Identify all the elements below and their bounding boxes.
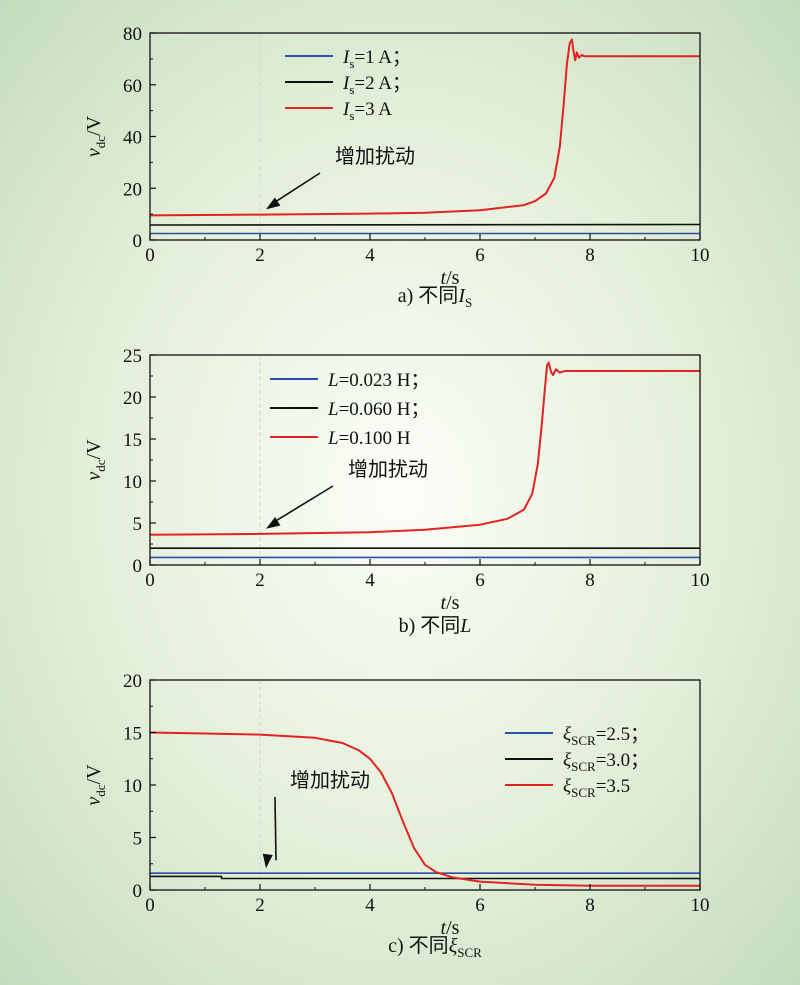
- y-tick-label: 15: [123, 724, 142, 745]
- y-tick-label: 10: [123, 776, 142, 797]
- x-tick-label: 2: [255, 245, 265, 266]
- y-tick-label: 15: [123, 430, 142, 451]
- x-tick-label: 4: [365, 570, 375, 591]
- x-tick-label: 6: [475, 570, 485, 591]
- x-tick-label: 8: [585, 245, 595, 266]
- y-tick-label: 80: [123, 24, 142, 45]
- x-tick-label: 10: [691, 245, 710, 266]
- x-axis-label: t/s: [441, 592, 460, 614]
- y-tick-label: 5: [133, 514, 143, 535]
- y-tick-label: 20: [123, 179, 142, 200]
- annotation-label: 增加扰动: [348, 457, 428, 481]
- series-line-2: [149, 223, 701, 226]
- y-tick-label: 0: [133, 231, 143, 252]
- y-tick-label: 40: [123, 128, 142, 149]
- annotation-arrow-head: [262, 853, 273, 869]
- x-tick-label: 2: [255, 895, 265, 916]
- panel-caption: b) 不同L: [399, 615, 472, 637]
- annotation-arrow-shaft: [274, 796, 277, 861]
- legend-entry-1: ξSCR=2.5；: [563, 724, 649, 748]
- y-tick-label: 0: [133, 881, 143, 902]
- x-axis-label: t/s: [441, 917, 460, 939]
- x-tick-label: 2: [255, 570, 265, 591]
- legend-entry-2: L=0.060 H；: [327, 399, 430, 420]
- series-line-2: [150, 875, 700, 880]
- y-tick-label: 25: [123, 346, 142, 367]
- legend-entry-2: ξSCR=3.0；: [563, 750, 649, 774]
- legend-entry-3: Is=3 A: [342, 99, 392, 123]
- annotation-arrow-shaft: [275, 485, 334, 522]
- x-tick-label: 4: [365, 245, 375, 266]
- series-line-3: [149, 731, 700, 887]
- annotation-label: 增加扰动: [335, 144, 415, 168]
- x-tick-label: 0: [145, 245, 155, 266]
- x-axis-label: t/s: [441, 267, 460, 289]
- x-tick-label: 8: [585, 895, 595, 916]
- x-tick-label: 6: [475, 895, 485, 916]
- series-line-3: [149, 361, 700, 536]
- legend-entry-3: ξSCR=3.5: [563, 776, 630, 800]
- panel-caption: c) 不同ξSCR: [388, 935, 482, 960]
- y-tick-label: 60: [123, 76, 142, 97]
- x-tick-label: 8: [585, 570, 595, 591]
- y-tick-label: 0: [133, 556, 143, 577]
- chart-panel-c: 0 2 4 6 8 10 0 5 10 15 20 t/s vdc/V ξSCR=2.5；ξSCR=3.0…: [83, 671, 710, 960]
- y-tick-label: 20: [123, 388, 142, 409]
- legend-entry-2: Is=2 A；: [342, 73, 411, 97]
- y-tick-label: 10: [123, 472, 142, 493]
- legend-entry-1: L=0.023 H；: [327, 370, 430, 391]
- annotation-arrow-shaft: [275, 172, 321, 203]
- x-tick-label: 0: [145, 895, 155, 916]
- legend-entry-3: L=0.100 H: [327, 428, 411, 449]
- chart-panel-b: 0 2 4 6 8 10 0 5 10 15 20 25 t/s vdc/V L=0.023 H； L=0.0…: [83, 346, 710, 637]
- annotation-arrow-head: [266, 517, 281, 529]
- x-tick-label: 0: [145, 570, 155, 591]
- plot-frame: [149, 32, 701, 241]
- y-axis-label: vdc/V: [83, 439, 108, 481]
- series-line-3: [149, 38, 700, 217]
- x-tick-label: 6: [475, 245, 485, 266]
- y-axis-label: vdc/V: [83, 764, 108, 806]
- y-axis-label: vdc/V: [83, 115, 108, 157]
- annotation-label: 增加扰动: [290, 768, 370, 792]
- annotation-arrow-head: [266, 197, 281, 210]
- legend-entry-1: Is=1 A；: [342, 47, 411, 71]
- y-tick-label: 5: [133, 829, 143, 850]
- x-tick-label: 4: [365, 895, 375, 916]
- panel-caption: a) 不同IS: [398, 285, 472, 310]
- chart-panel-a: 0 2 4 6 8 10 0 20 40 60 80 t/s vdc/V Is=1 A；Is=2 A；Is…: [83, 24, 710, 310]
- y-tick-label: 20: [123, 671, 142, 692]
- x-tick-label: 10: [691, 895, 710, 916]
- x-tick-label: 10: [691, 570, 710, 591]
